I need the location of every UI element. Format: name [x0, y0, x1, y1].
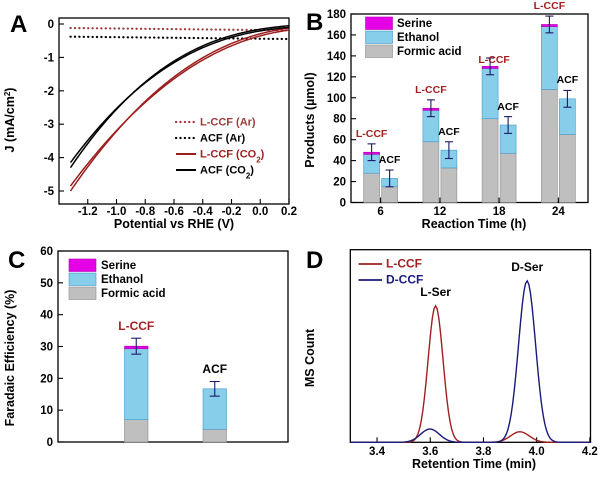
- svg-text:140: 140: [327, 51, 346, 63]
- svg-text:D-CCF: D-CCF: [386, 273, 423, 287]
- svg-text:L-CCF: L-CCF: [415, 84, 447, 96]
- svg-text:C: C: [8, 247, 25, 274]
- svg-text:60: 60: [333, 135, 346, 147]
- svg-text:Serine: Serine: [397, 18, 432, 30]
- svg-text:L-CCF: L-CCF: [356, 128, 388, 140]
- svg-text:ACF (CO2): ACF (CO2): [200, 165, 254, 181]
- svg-text:Retention Time (min): Retention Time (min): [412, 457, 536, 471]
- svg-text:Products (µmol): Products (µmol): [303, 72, 317, 167]
- svg-text:ACF: ACF: [497, 101, 519, 113]
- svg-text:120: 120: [327, 72, 346, 84]
- svg-text:B: B: [306, 9, 323, 36]
- svg-text:50: 50: [40, 278, 53, 290]
- svg-text:Ethanol: Ethanol: [397, 32, 439, 44]
- svg-text:80: 80: [333, 114, 346, 126]
- svg-text:L-Ser: L-Ser: [420, 285, 451, 299]
- svg-text:60: 60: [40, 246, 53, 258]
- svg-text:0: 0: [48, 19, 54, 31]
- svg-text:L-CCF: L-CCF: [478, 54, 510, 66]
- svg-text:D: D: [306, 247, 323, 274]
- svg-text:L-CCF: L-CCF: [118, 319, 154, 333]
- svg-text:L-CCF (CO2): L-CCF (CO2): [200, 149, 265, 165]
- svg-text:-3: -3: [44, 119, 54, 131]
- svg-text:40: 40: [333, 156, 346, 168]
- svg-text:40: 40: [40, 310, 53, 322]
- svg-text:-1.2: -1.2: [78, 206, 98, 218]
- svg-text:3.4: 3.4: [369, 446, 386, 458]
- svg-text:-1: -1: [44, 52, 55, 64]
- svg-text:10: 10: [40, 405, 53, 417]
- svg-text:160: 160: [327, 30, 346, 42]
- svg-text:Faradaic Efficiency (%): Faradaic Efficiency (%): [3, 290, 17, 427]
- svg-text:ACF: ACF: [202, 362, 227, 376]
- svg-text:L-CCF: L-CCF: [386, 257, 422, 271]
- svg-text:180: 180: [327, 9, 346, 21]
- svg-text:30: 30: [40, 342, 53, 354]
- svg-text:100: 100: [327, 93, 346, 105]
- svg-text:Formic acid: Formic acid: [397, 46, 462, 58]
- svg-text:24: 24: [552, 206, 565, 218]
- svg-text:0: 0: [340, 198, 346, 210]
- svg-text:Potential vs RHE (V): Potential vs RHE (V): [114, 217, 234, 231]
- svg-text:ACF (Ar): ACF (Ar): [200, 133, 246, 145]
- svg-text:20: 20: [333, 177, 346, 189]
- svg-text:4.2: 4.2: [582, 446, 598, 458]
- svg-text:ACF: ACF: [438, 126, 460, 138]
- svg-text:L-CCF: L-CCF: [534, 0, 566, 12]
- svg-text:ACF: ACF: [379, 154, 401, 166]
- svg-text:Ethanol: Ethanol: [101, 274, 143, 286]
- svg-text:L-CCF (Ar): L-CCF (Ar): [200, 117, 256, 129]
- svg-text:-5: -5: [44, 186, 55, 198]
- svg-text:Reaction Time (h): Reaction Time (h): [422, 217, 527, 231]
- svg-text:Formic acid: Formic acid: [101, 288, 166, 300]
- svg-text:0: 0: [47, 437, 53, 449]
- svg-text:6: 6: [377, 206, 383, 218]
- svg-text:0.2: 0.2: [281, 206, 297, 218]
- svg-text:J (mA/cm2): J (mA/cm2): [3, 88, 18, 153]
- svg-text:A: A: [10, 11, 27, 38]
- svg-text:D-Ser: D-Ser: [511, 260, 543, 274]
- svg-text:0.0: 0.0: [252, 206, 268, 218]
- svg-text:MS Count: MS Count: [303, 328, 317, 387]
- svg-text:ACF: ACF: [557, 74, 579, 86]
- svg-text:Serine: Serine: [101, 260, 136, 272]
- svg-text:-2: -2: [44, 86, 54, 98]
- svg-text:-4: -4: [44, 153, 55, 165]
- svg-text:20: 20: [40, 373, 53, 385]
